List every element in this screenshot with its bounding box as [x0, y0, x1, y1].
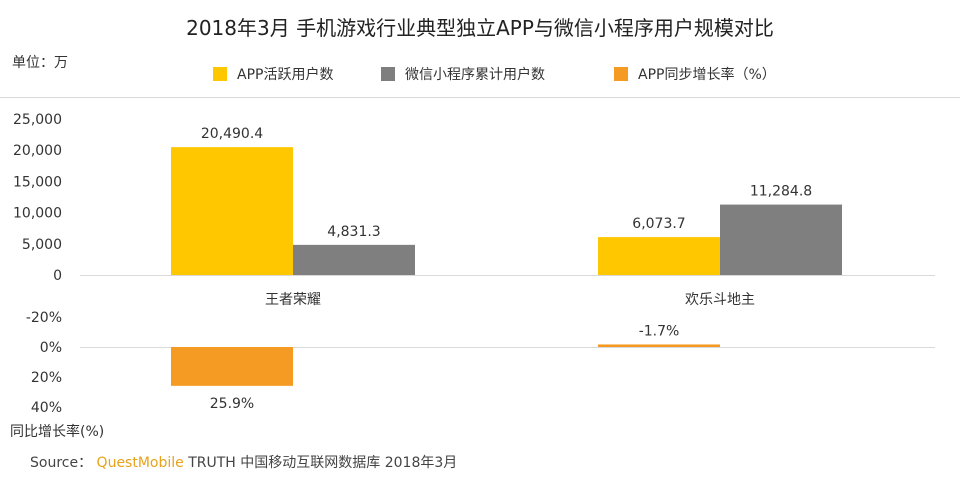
data-label: 25.9% — [210, 396, 254, 412]
y-tick-label: 5,000 — [22, 237, 62, 253]
legend-label: APP同步增长率（%） — [638, 67, 776, 83]
bar — [720, 204, 842, 275]
legend-item-growth: APP同步增长率（%） — [614, 64, 776, 84]
data-label: -1.7% — [639, 323, 680, 339]
data-label: 6,073.7 — [632, 216, 685, 232]
bar — [171, 347, 293, 386]
legend-swatch — [381, 67, 395, 81]
legend-swatch — [614, 67, 628, 81]
unit-label: 单位：万 — [12, 55, 68, 71]
chart-title: 2018年3月 手机游戏行业典型独立APP与微信小程序用户规模对比 — [186, 16, 774, 40]
legend-swatch — [213, 67, 227, 81]
y-tick-label: -20% — [26, 310, 62, 326]
y-tick-label: 0 — [53, 268, 62, 284]
y-tick-label: 20,000 — [13, 143, 62, 159]
source-note: Source： QuestMobile TRUTH 中国移动互联网数据库 201… — [30, 452, 457, 472]
source-text: TRUTH 中国移动互联网数据库 2018年3月 — [188, 455, 458, 471]
data-label: 11,284.8 — [750, 184, 812, 200]
y-tick-label: 40% — [31, 400, 62, 416]
data-label: 20,490.4 — [201, 126, 263, 142]
y-tick-label: 20% — [31, 370, 62, 386]
y-tick-label: 0% — [40, 340, 62, 356]
bar — [171, 147, 293, 275]
y-tick-label: 15,000 — [13, 174, 62, 190]
legend-item-miniprogram: 微信小程序累计用户数 — [381, 64, 545, 84]
bar — [598, 237, 720, 275]
bar — [293, 244, 415, 275]
x-tick-label: 王者荣耀 — [265, 292, 321, 308]
data-label: 4,831.3 — [327, 224, 380, 240]
source-prefix: Source： — [30, 455, 93, 471]
legend-item-app-active: APP活跃用户数 — [213, 64, 333, 84]
y-tick-label: 25,000 — [13, 112, 62, 128]
x-tick-label: 欢乐斗地主 — [685, 292, 755, 308]
legend-label: APP活跃用户数 — [237, 67, 334, 83]
source-brand: QuestMobile — [96, 455, 184, 471]
header-divider — [0, 97, 960, 98]
bar — [598, 344, 720, 347]
y-tick-label: 10,000 — [13, 206, 62, 222]
legend-label: 微信小程序累计用户数 — [405, 67, 545, 83]
growth-axis-label: 同比增长率(%) — [10, 424, 105, 440]
